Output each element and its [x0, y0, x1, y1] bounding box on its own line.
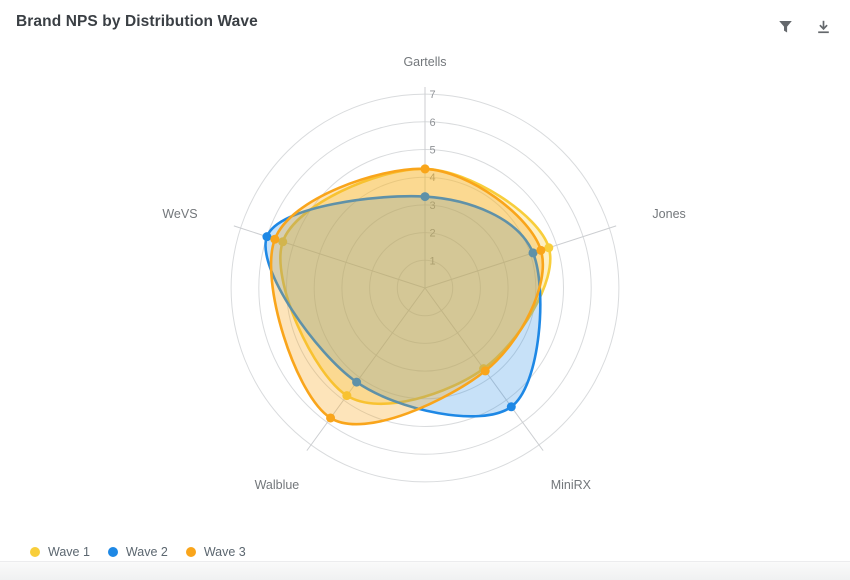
category-label-minirx: MiniRX: [551, 478, 592, 492]
data-point-wave-1-wevs[interactable]: [278, 237, 288, 247]
data-point-wave-3-walblue[interactable]: [326, 413, 336, 423]
card-footer: [0, 561, 850, 580]
category-label-walblue: Walblue: [255, 478, 300, 492]
data-point-wave-3-jones[interactable]: [536, 245, 546, 255]
radial-tick-label: 7: [430, 89, 436, 101]
axis-spoke-walblue: [306, 287, 426, 451]
radial-tick-label: 4: [430, 172, 436, 184]
data-point-wave-3-wevs[interactable]: [270, 234, 280, 244]
data-point-wave-1-jones[interactable]: [544, 243, 554, 253]
data-point-wave-2-wevs[interactable]: [262, 232, 272, 242]
legend-item-wave-1[interactable]: Wave 1: [30, 545, 90, 559]
legend-item-wave-2[interactable]: Wave 2: [107, 545, 168, 559]
filter-button[interactable]: [772, 14, 798, 40]
category-label-jones: Jones: [652, 207, 685, 221]
chart-title: Brand NPS by Distribution Wave: [16, 13, 258, 30]
legend: Wave 1 Wave 2 Wave 3: [30, 543, 246, 561]
data-point-wave-2-minirx[interactable]: [506, 402, 516, 412]
download-button[interactable]: [810, 14, 836, 40]
legend-label-wave-2: Wave 2: [125, 545, 168, 559]
series-wave-2[interactable]: [262, 192, 542, 418]
data-point-wave-2-jones[interactable]: [528, 248, 538, 258]
data-point-wave-3-minirx[interactable]: [480, 366, 490, 376]
legend-item-wave-3[interactable]: Wave 3: [185, 545, 246, 559]
series-line-wave-1[interactable]: [279, 167, 552, 405]
legend-label-wave-1: Wave 1: [48, 545, 90, 559]
axis-spoke-jones: [424, 225, 617, 289]
radial-tick-label: 2: [430, 228, 436, 240]
legend-marker-wave-2: [107, 547, 118, 557]
radial-tick-label: 1: [430, 255, 436, 267]
radial-tick-label: 5: [430, 145, 436, 157]
radar-grid: 1 2 3 4 5 6 7: [230, 87, 620, 483]
download-icon: [817, 20, 829, 34]
legend-label-wave-3: Wave 3: [203, 545, 246, 559]
radial-tick-label: 6: [430, 117, 436, 129]
filter-icon: [778, 21, 792, 33]
data-point-wave-2-walblue[interactable]: [352, 377, 362, 387]
radial-tick-label: 3: [430, 200, 436, 212]
chart-header: Brand NPS by Distribution Wave: [0, 0, 850, 44]
series-line-wave-3[interactable]: [269, 167, 545, 426]
legend-marker-wave-1: [30, 547, 40, 557]
series-area-wave-3[interactable]: [271, 168, 543, 425]
radar-chart: 1 2 3 4 5 6 7 Gartells Jones MiniRX Walblue WeVS: [0, 40, 850, 520]
series-area-wave-1[interactable]: [280, 168, 551, 404]
category-label-gartells: Gartells: [403, 55, 446, 69]
data-point-wave-2-gartells[interactable]: [420, 192, 430, 202]
data-point-wave-3-gartells[interactable]: [420, 164, 430, 174]
data-point-wave-1-walblue[interactable]: [342, 391, 352, 401]
header-actions: [772, 14, 836, 40]
category-label-wevs: WeVS: [162, 207, 197, 221]
legend-marker-wave-3: [185, 547, 196, 557]
series-wave-3[interactable]: [269, 164, 546, 426]
